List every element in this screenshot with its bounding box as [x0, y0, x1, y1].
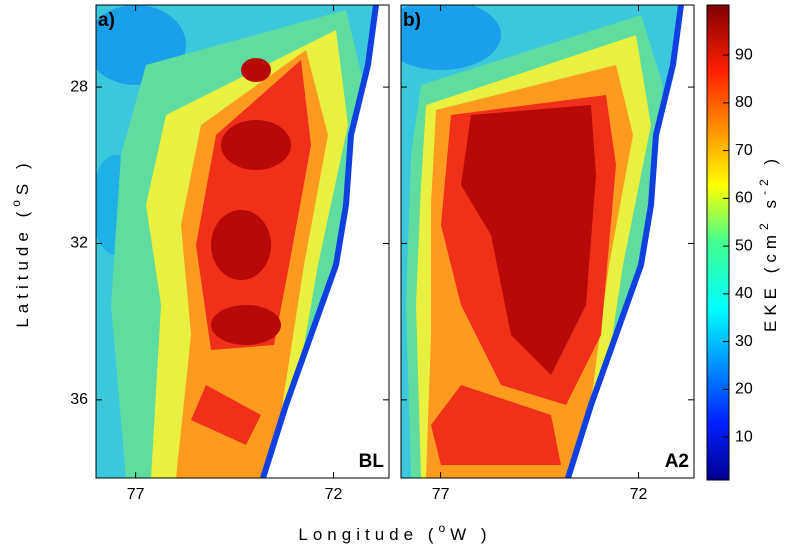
colorbar-tick-label: 90	[735, 46, 753, 63]
panel-name: BL	[359, 451, 385, 472]
y-axis-label-part: o	[9, 195, 23, 207]
colorbar-tick-label: 10	[735, 428, 753, 445]
x-axis-label: Longitude (oW )	[298, 521, 491, 544]
y-tick-label: 32	[70, 235, 88, 252]
colorbar-tick-label: 40	[735, 285, 753, 302]
y-tick-label: 28	[70, 78, 88, 95]
colorbar-label-part: s	[761, 195, 780, 218]
x-tick-label: 77	[127, 486, 145, 503]
y-axis-label-part: S )	[13, 158, 32, 195]
colorbar-label-part: 2	[757, 218, 771, 230]
colorbar-tick-label: 80	[735, 94, 753, 111]
panel-frame	[400, 4, 695, 479]
colorbar-label-part: -2	[757, 174, 771, 195]
colorbar	[706, 4, 730, 481]
panel-label: b)	[403, 10, 421, 31]
panel-label: a)	[98, 10, 115, 31]
colorbar-label-part: )	[761, 154, 780, 174]
colorbar-label-part: EKE (cm	[761, 230, 780, 332]
colorbar-tick-label: 20	[735, 381, 753, 398]
colorbar-tick-label: 60	[735, 190, 753, 207]
x-axis-label-part: W )	[450, 525, 491, 544]
x-tick-label: 72	[630, 486, 648, 503]
colorbar-tick-label: 70	[735, 142, 753, 159]
panel-frame	[95, 4, 390, 479]
colorbar-label: EKE (cm2 s-2 )	[757, 154, 780, 332]
panel-name: A2	[665, 451, 689, 472]
x-axis-label-part: o	[438, 521, 450, 535]
field-a	[96, 5, 389, 478]
x-axis-label-part: Longitude (	[298, 525, 438, 544]
colorbar-tick-label: 50	[735, 237, 753, 254]
y-axis-label-part: Latitude (	[13, 207, 32, 328]
x-tick-label: 72	[325, 486, 343, 503]
y-tick-label: 36	[70, 391, 88, 408]
colorbar-tick-label: 30	[735, 333, 753, 350]
field-b	[401, 5, 694, 478]
x-tick-label: 77	[432, 486, 450, 503]
y-axis-label: Latitude (oS )	[9, 158, 32, 327]
